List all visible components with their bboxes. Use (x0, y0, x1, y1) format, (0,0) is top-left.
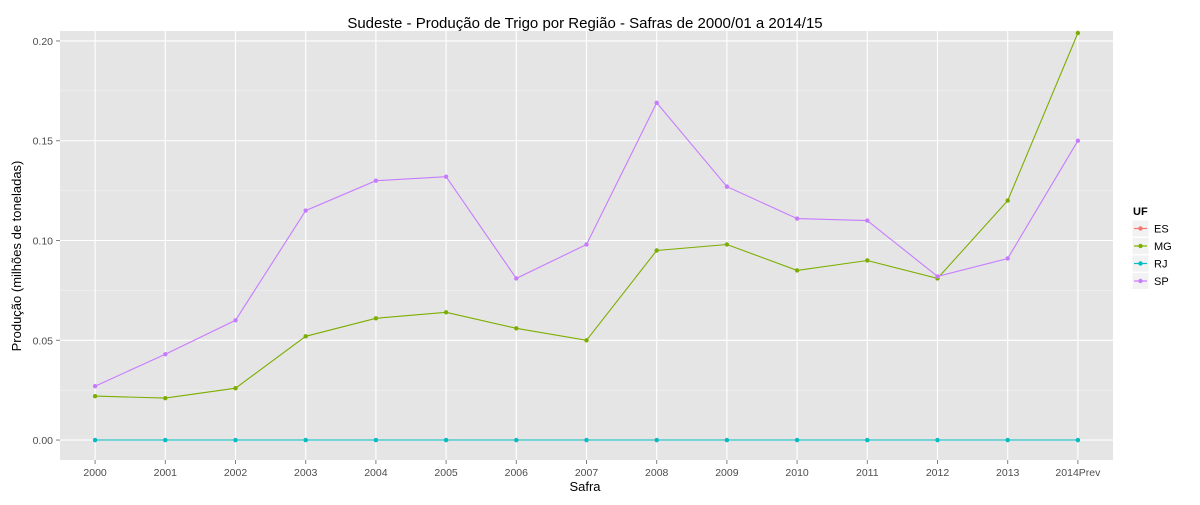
x-tick-label: 2010 (785, 467, 809, 479)
y-tick-label: 0.00 (33, 435, 54, 447)
x-tick-label: 2012 (926, 467, 950, 479)
data-point-rj (1005, 437, 1010, 443)
data-point-sp (514, 276, 519, 281)
legend-label: ES (1154, 224, 1169, 236)
data-point-sp (303, 208, 308, 213)
data-point-rj (865, 437, 870, 443)
data-point-rj (92, 437, 98, 443)
data-point-mg (584, 338, 589, 343)
legend: UF ES MG RJ SP (1131, 206, 1172, 290)
data-point-rj (584, 437, 589, 443)
legend-label: SP (1154, 276, 1169, 288)
legend-label: MG (1154, 241, 1172, 253)
x-tick-label: 2013 (996, 467, 1020, 479)
data-point-rj (1075, 437, 1081, 443)
data-point-rj (654, 437, 659, 443)
data-point-rj (163, 437, 168, 443)
data-point-mg (1005, 198, 1010, 203)
data-point-rj (794, 437, 800, 443)
data-point-sp (935, 274, 940, 279)
series-points (92, 30, 1081, 443)
data-point-mg (1075, 30, 1081, 36)
data-point-sp (724, 184, 730, 189)
y-axis-ticks: 0.00 0.05 0.10 0.15 0.20 (33, 36, 60, 447)
data-point-sp (163, 352, 168, 357)
data-point-rj (935, 437, 940, 443)
data-point-sp (1005, 256, 1010, 261)
x-tick-label: 2003 (294, 467, 318, 479)
x-tick-label: 2001 (154, 467, 178, 479)
data-point-mg (865, 258, 870, 263)
chart-title: Sudeste - Produção de Trigo por Região -… (347, 15, 822, 32)
x-axis-title: Safra (569, 479, 601, 494)
legend-key-point (1138, 226, 1143, 231)
x-tick-label: 2011 (856, 467, 879, 479)
data-point-sp (584, 242, 589, 247)
x-tick-label: 2009 (715, 467, 739, 479)
x-tick-label: 2008 (645, 467, 669, 479)
data-point-mg (794, 268, 800, 273)
data-point-sp (865, 218, 870, 223)
data-point-mg (233, 385, 238, 391)
legend-label: RJ (1154, 259, 1167, 271)
y-tick-label: 0.10 (33, 236, 54, 248)
x-tick-label: 2004 (364, 467, 388, 479)
data-point-sp (92, 383, 98, 389)
data-point-mg (724, 242, 730, 247)
data-point-mg (373, 316, 379, 321)
data-point-mg (654, 248, 659, 253)
data-point-mg (303, 334, 308, 339)
x-tick-label: 2006 (505, 467, 529, 479)
data-point-sp (654, 100, 659, 106)
data-point-rj (514, 437, 519, 443)
legend-title: UF (1133, 206, 1148, 218)
y-axis-title: Produção (milhões de toneladas) (9, 161, 24, 352)
x-tick-label: 2002 (224, 467, 248, 479)
x-tick-label: 2000 (83, 467, 107, 479)
data-point-mg (163, 395, 168, 401)
data-point-sp (1075, 138, 1081, 143)
y-tick-label: 0.05 (33, 335, 54, 347)
y-tick-label: 0.20 (33, 36, 54, 48)
data-point-rj (724, 437, 730, 443)
data-point-sp (794, 216, 800, 221)
x-tick-label: 2007 (575, 467, 599, 479)
legend-key-point (1138, 261, 1143, 266)
legend-key-point (1138, 243, 1143, 249)
data-point-mg (514, 326, 519, 331)
x-axis-ticks: 2000 2001 2002 2003 2004 2005 2006 2007 2008 2009… (83, 460, 1101, 479)
data-point-mg (443, 310, 449, 315)
data-point-sp (373, 178, 379, 183)
y-tick-label: 0.15 (33, 136, 54, 148)
legend-key-point (1138, 278, 1143, 284)
data-point-rj (303, 437, 308, 443)
x-tick-label: 2014Prev (1055, 467, 1101, 479)
data-point-rj (373, 437, 379, 443)
data-point-sp (233, 318, 238, 323)
data-point-mg (92, 393, 98, 399)
x-tick-label: 2005 (434, 467, 458, 479)
gridlines (60, 31, 1113, 460)
data-point-sp (443, 174, 449, 179)
data-point-rj (233, 437, 238, 443)
data-point-rj (443, 437, 449, 443)
